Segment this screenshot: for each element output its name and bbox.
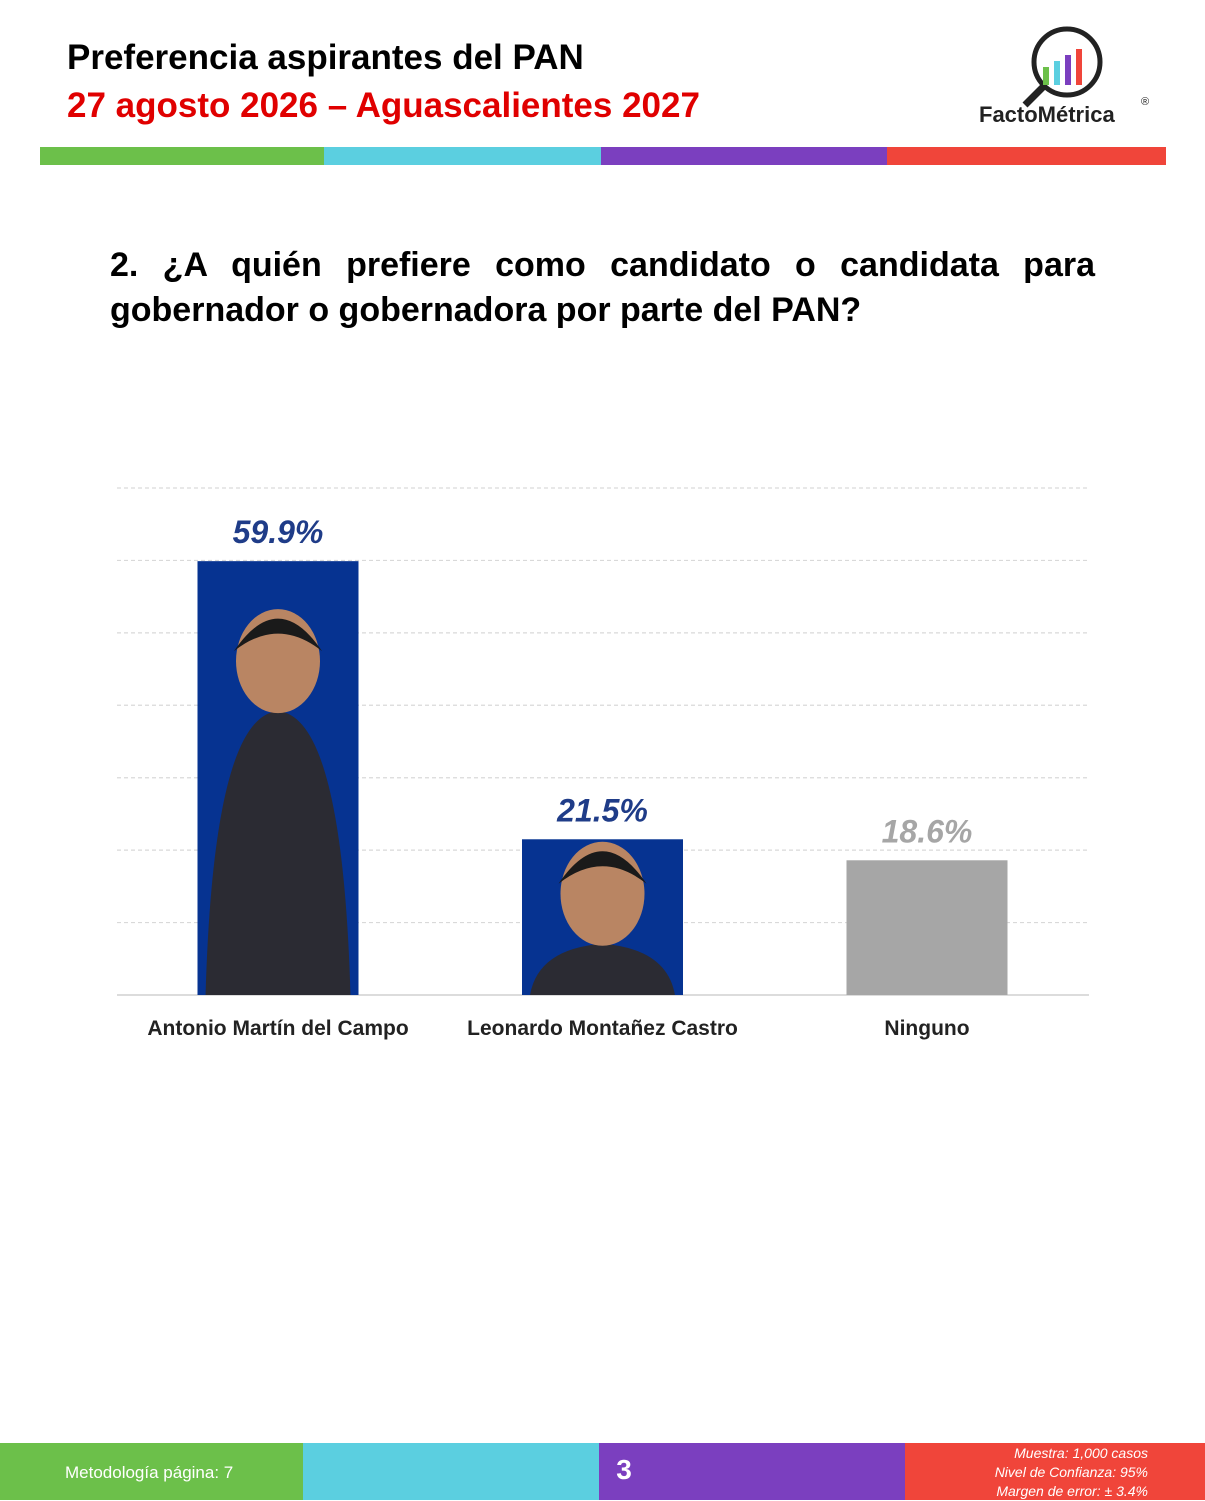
logo-handle xyxy=(1022,84,1046,108)
x-tick-label: Leonardo Montañez Castro xyxy=(467,1017,738,1040)
logo-bar xyxy=(1065,55,1071,85)
candidate-photo xyxy=(530,841,675,995)
value-label: 21.5% xyxy=(556,792,648,828)
logo-registered: ® xyxy=(1141,96,1149,108)
color-band xyxy=(324,147,601,165)
value-label: 18.6% xyxy=(882,813,973,849)
photo-part xyxy=(558,851,647,884)
methodology: Metodología página: 7 xyxy=(65,1463,234,1482)
color-band xyxy=(601,147,887,165)
footer-band xyxy=(0,1443,303,1500)
title: Preferencia aspirantes del PAN xyxy=(67,38,584,77)
logo: FactoMétrica ® xyxy=(979,26,1149,127)
footer-band xyxy=(599,1443,905,1500)
footer-notes: Muestra: 1,000 casos Nivel de Confianza:… xyxy=(905,1444,1148,1501)
logo-lens xyxy=(1031,26,1103,98)
x-tick-label: Antonio Martín del Campo xyxy=(147,1017,408,1040)
logo-bar xyxy=(1076,49,1082,85)
photo-part xyxy=(530,943,675,995)
logo-text: FactoMétrica xyxy=(979,102,1115,127)
subtitle: 27 agosto 2026 – Aguascalientes 2027 xyxy=(67,86,700,125)
footer-band xyxy=(905,1443,1205,1500)
logo-bar xyxy=(1054,61,1060,85)
logo-bar xyxy=(1043,67,1049,85)
photo-part xyxy=(234,618,322,652)
x-tick-label: Ninguno xyxy=(884,1017,969,1040)
candidate-photo xyxy=(205,609,351,995)
note: Margen de error: ± 3.4% xyxy=(996,1483,1148,1499)
page-number: 3 xyxy=(616,1454,632,1485)
photo-part xyxy=(205,711,351,995)
value-label: 59.9% xyxy=(233,514,324,550)
question: 2. ¿A quién prefiere como candidato o ca… xyxy=(110,246,1095,329)
note: Nivel de Confianza: 95% xyxy=(994,1464,1148,1480)
note: Muestra: 1,000 casos xyxy=(1014,1445,1148,1461)
footer-band xyxy=(303,1443,599,1500)
bar xyxy=(846,860,1008,995)
color-band xyxy=(887,147,1166,165)
chart: Antonio Martín del Campo 59.9% Leonardo Mo… xyxy=(117,487,1089,1040)
color-band xyxy=(40,147,324,165)
